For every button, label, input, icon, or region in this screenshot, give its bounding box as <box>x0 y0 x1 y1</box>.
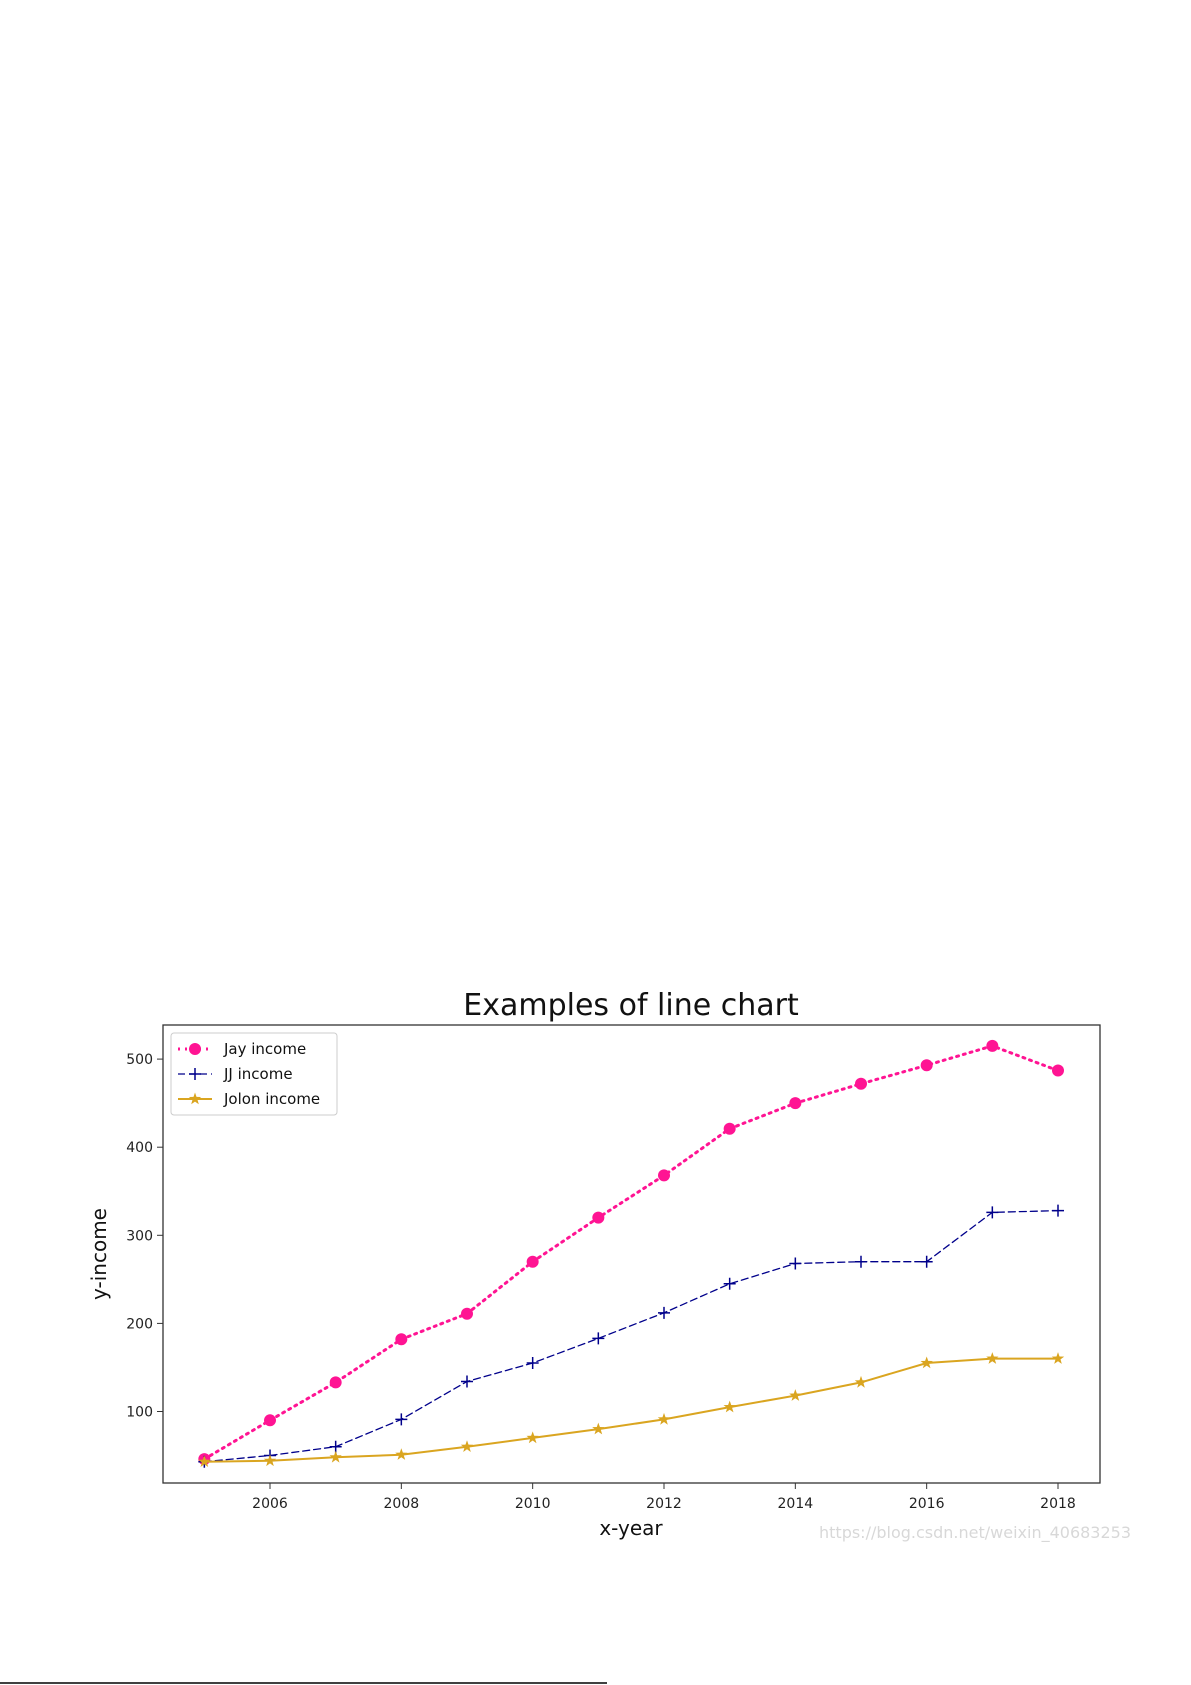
series-jay-income <box>198 1039 1064 1466</box>
x-tick-label: 2010 <box>515 1496 551 1512</box>
x-tick-label: 2016 <box>909 1496 945 1512</box>
legend-marker <box>188 1092 202 1105</box>
data-point <box>395 1413 408 1426</box>
data-point <box>264 1414 276 1427</box>
x-tick-label: 2012 <box>646 1496 682 1512</box>
legend-label: JJ income <box>223 1065 293 1083</box>
data-point <box>395 1333 408 1346</box>
data-point <box>526 1431 539 1444</box>
data-point <box>789 1389 802 1401</box>
legend-box <box>170 1032 338 1116</box>
data-point <box>855 1255 867 1268</box>
series-line <box>202 1044 1060 1461</box>
data-point <box>723 1277 736 1290</box>
data-point <box>920 1255 933 1268</box>
data-point <box>1052 1064 1064 1077</box>
legend-label: Jolon income <box>223 1090 320 1108</box>
data-point <box>1052 1204 1064 1217</box>
data-point <box>723 1400 736 1413</box>
data-point <box>526 1255 539 1268</box>
data-point <box>461 1307 473 1320</box>
series-line <box>203 1357 1059 1463</box>
data-point <box>592 1211 605 1224</box>
data-point <box>855 1077 867 1090</box>
data-point <box>986 1039 999 1052</box>
data-point <box>329 1376 342 1389</box>
data-point <box>198 1455 211 1467</box>
watermark: https://blog.csdn.net/weixin_40683253 <box>819 1523 1131 1543</box>
data-point <box>723 1122 736 1135</box>
x-tick-label: 2014 <box>778 1496 814 1512</box>
data-point <box>1051 1352 1065 1364</box>
y-tick-label: 100 <box>126 1405 153 1421</box>
y-tick-label: 200 <box>126 1316 153 1332</box>
data-point <box>526 1357 539 1370</box>
y-tick-label: 400 <box>126 1140 153 1156</box>
x-tick-label: 2006 <box>252 1496 288 1512</box>
data-point <box>920 1356 933 1369</box>
data-point <box>658 1169 670 1182</box>
legend: Jay income JJ income Jolon income <box>170 1032 338 1116</box>
data-point <box>986 1352 999 1364</box>
data-point <box>789 1257 802 1270</box>
series-jj-income <box>198 1204 1064 1468</box>
data-point <box>329 1450 342 1463</box>
data-point <box>657 1412 671 1425</box>
data-point <box>395 1448 408 1460</box>
legend-label: Jay income <box>223 1040 306 1058</box>
x-axis-label: x-year <box>599 1516 663 1540</box>
data-point <box>329 1440 342 1453</box>
data-point <box>592 1332 605 1345</box>
data-point <box>920 1059 933 1072</box>
data-point <box>986 1206 999 1219</box>
y-axis-label: y-income <box>87 1208 111 1300</box>
data-point <box>461 1375 473 1388</box>
data-point <box>592 1422 605 1435</box>
data-point <box>789 1097 802 1110</box>
series-jolon-income <box>198 1352 1065 1467</box>
legend-marker <box>189 1068 201 1080</box>
legend-marker <box>189 1043 201 1055</box>
data-point <box>460 1440 474 1452</box>
data-point <box>854 1375 868 1388</box>
data-point <box>263 1454 277 1467</box>
chart-title: Examples of line chart <box>463 988 799 1023</box>
data-point <box>658 1306 670 1319</box>
series-line <box>203 1209 1059 1463</box>
x-tick-label: 2018 <box>1040 1496 1076 1512</box>
plot-frame <box>162 1024 1101 1484</box>
y-tick-label: 500 <box>126 1052 153 1068</box>
x-tick-label: 2008 <box>384 1496 420 1512</box>
y-tick-label: 300 <box>126 1228 153 1244</box>
